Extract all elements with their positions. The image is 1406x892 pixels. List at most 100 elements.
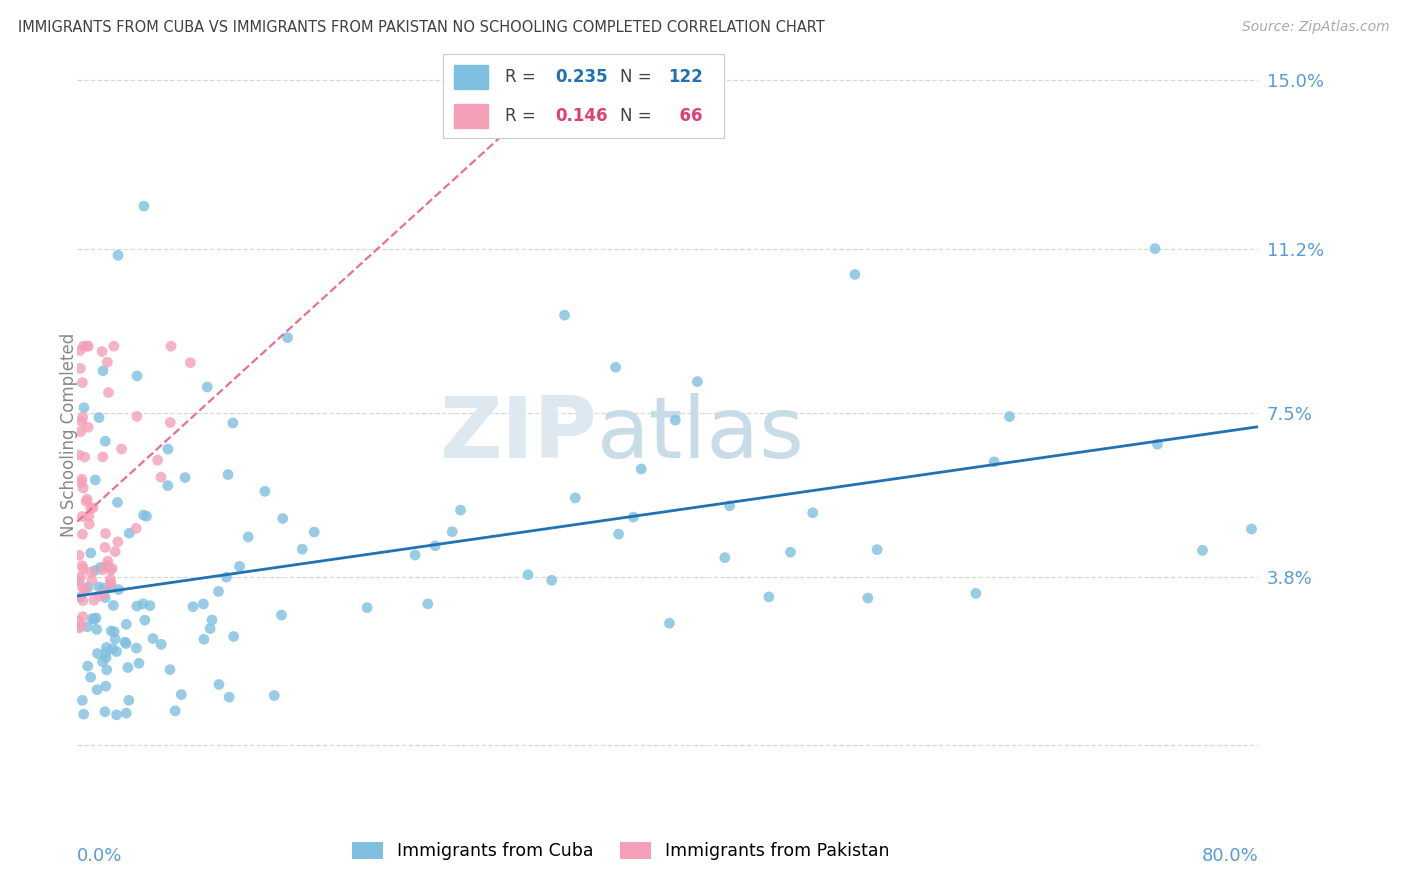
Point: [115, 617, 138, 632]
Point: [67, 448, 90, 462]
Point: [150, 637, 173, 651]
Point: [450, 503, 472, 517]
Point: [73, 450, 96, 464]
Point: [77, 420, 100, 434]
Point: [114, 635, 136, 649]
Point: [253, 484, 276, 499]
Point: [94, 591, 117, 605]
Point: [128, 657, 150, 671]
Point: [86, 647, 108, 661]
Point: [76, 492, 98, 507]
Point: [217, 467, 239, 482]
Point: [160, 339, 183, 353]
Point: [100, 581, 122, 595]
Point: [105, 707, 128, 722]
Point: [104, 632, 127, 647]
Point: [801, 506, 824, 520]
Point: [70, 558, 93, 573]
Point: [201, 613, 224, 627]
Point: [67, 614, 90, 628]
Point: [76, 659, 98, 673]
Point: [97, 385, 120, 400]
Legend: Immigrants from Cuba, Immigrants from Pakistan: Immigrants from Cuba, Immigrants from Pa…: [344, 835, 896, 867]
Point: [96, 559, 118, 574]
Point: [135, 509, 157, 524]
Point: [125, 368, 148, 383]
Point: [404, 548, 426, 562]
Point: [72, 376, 94, 390]
Point: [103, 624, 125, 639]
Point: [70, 509, 93, 524]
Point: [866, 542, 889, 557]
Point: [72, 410, 94, 425]
Point: [69, 570, 91, 584]
Point: [623, 510, 645, 524]
Point: [540, 574, 562, 588]
Text: 0.0%: 0.0%: [77, 847, 122, 865]
Point: [75, 494, 97, 508]
Point: [70, 619, 93, 633]
Point: [70, 475, 93, 490]
Point: [125, 409, 148, 424]
Point: [998, 409, 1021, 424]
Point: [90, 560, 112, 574]
Point: [77, 580, 100, 594]
Point: [1240, 522, 1263, 536]
Text: 122: 122: [668, 69, 703, 87]
Point: [218, 690, 240, 705]
Point: [72, 562, 94, 576]
Point: [132, 597, 155, 611]
Point: [80, 501, 103, 516]
Point: [86, 682, 108, 697]
Point: [107, 248, 129, 262]
Point: [100, 576, 122, 591]
Point: [222, 630, 245, 644]
Point: [228, 559, 250, 574]
Point: [856, 591, 879, 605]
Point: [276, 331, 298, 345]
Point: [70, 415, 93, 429]
Point: [125, 599, 148, 613]
Point: [91, 655, 114, 669]
Point: [83, 593, 105, 607]
Point: [107, 495, 129, 509]
Point: [94, 434, 117, 449]
Point: [76, 339, 98, 353]
Point: [132, 199, 155, 213]
Point: [1146, 437, 1168, 451]
Point: [69, 591, 91, 605]
Point: [94, 679, 117, 693]
Point: [69, 343, 91, 358]
Point: [67, 548, 90, 562]
Point: [73, 583, 96, 598]
Point: [441, 524, 464, 539]
Point: [134, 613, 156, 627]
Point: [605, 360, 627, 375]
Point: [82, 612, 104, 626]
Point: [96, 640, 118, 655]
Point: [165, 704, 187, 718]
Text: 0.146: 0.146: [555, 107, 607, 125]
Point: [107, 534, 129, 549]
Bar: [454, 65, 488, 89]
Point: [77, 517, 100, 532]
Text: N =: N =: [620, 69, 657, 87]
Point: [107, 582, 129, 597]
Point: [1144, 242, 1167, 256]
Point: [80, 565, 103, 579]
Point: [215, 570, 238, 584]
Point: [67, 621, 90, 635]
Point: [80, 574, 103, 588]
Point: [94, 646, 117, 660]
Point: [564, 491, 586, 505]
Point: [146, 453, 169, 467]
Point: [72, 527, 94, 541]
Point: [517, 567, 540, 582]
Point: [67, 574, 90, 588]
Point: [72, 339, 94, 353]
Text: Source: ZipAtlas.com: Source: ZipAtlas.com: [1241, 20, 1389, 34]
Point: [142, 632, 165, 646]
Point: [93, 586, 115, 600]
Point: [87, 410, 110, 425]
Point: [73, 401, 96, 415]
